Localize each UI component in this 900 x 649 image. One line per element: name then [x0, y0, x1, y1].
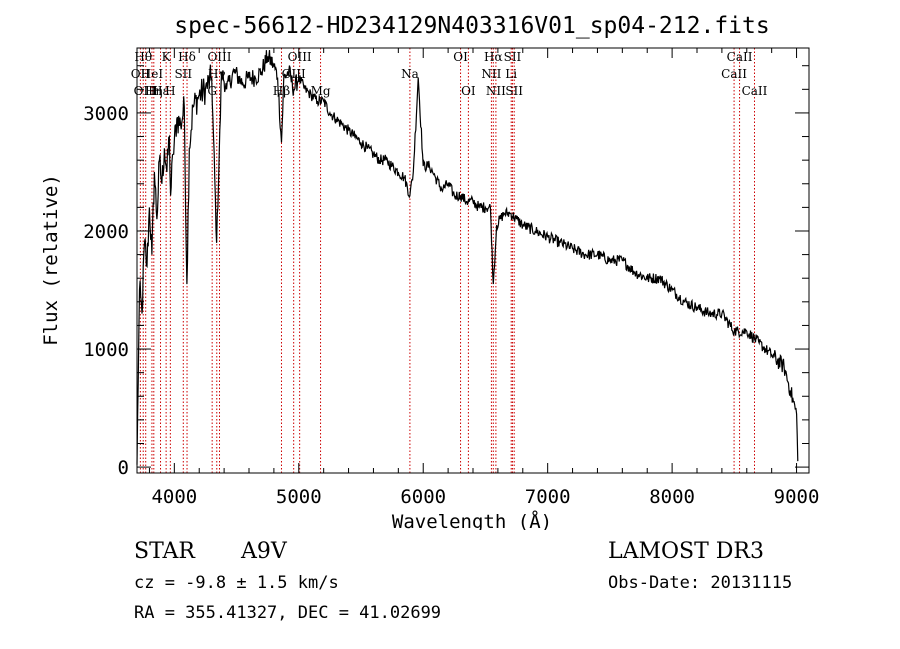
line-marker-label: OII — [131, 67, 151, 81]
x-tick-label: 5000 — [276, 486, 322, 508]
object-type: STAR — [134, 539, 195, 564]
line-marker-label: OI — [461, 84, 476, 98]
spectrum-chart: spec-56612-HD234129N403316V01_sp04-212.f… — [40, 13, 820, 530]
chart-title: spec-56612-HD234129N403316V01_sp04-212.f… — [174, 13, 769, 39]
line-marker-label: Hδ — [178, 50, 196, 64]
y-tick-label: 1000 — [83, 339, 129, 361]
line-marker-label: SII — [174, 67, 192, 81]
line-marker-label: OI — [453, 50, 468, 64]
x-tick-label: 4000 — [151, 486, 197, 508]
spectral-line-labels: OIIHθOIIIHeIHηHεKHSIIHδGHγOIIIHβOIIIOIII… — [131, 50, 768, 98]
x-tick-label: 8000 — [649, 486, 695, 508]
line-marker-label: OIII — [207, 50, 231, 64]
y-tick-label: 0 — [118, 457, 129, 479]
obs-date: Obs-Date: 20131115 — [608, 573, 793, 593]
plot-frame — [136, 47, 810, 474]
line-marker-label: CaII — [727, 50, 753, 64]
line-marker-label: OIII — [288, 50, 312, 64]
line-marker-label: Na — [401, 67, 419, 81]
line-marker-label: CaII — [742, 84, 768, 98]
y-tick-label: 2000 — [83, 221, 129, 243]
line-marker-label: NII — [486, 84, 506, 98]
x-tick-label: 6000 — [400, 486, 446, 508]
y-axis-label: Flux (relative) — [40, 174, 62, 346]
y-tick-label: 3000 — [83, 103, 129, 125]
line-marker-label: H — [165, 84, 175, 98]
line-marker-label: Li — [505, 67, 517, 81]
line-marker-label: OIII — [282, 67, 306, 81]
object-subclass: A9V — [241, 539, 287, 564]
line-marker-label: Hα — [484, 50, 503, 64]
line-marker-label: Hη — [145, 84, 163, 98]
line-marker-label: K — [162, 50, 172, 64]
line-marker-label: SII — [504, 50, 522, 64]
survey-name: LAMOST DR3 — [608, 539, 764, 564]
line-marker-label: Hε — [152, 84, 169, 98]
line-marker-label: OIII — [134, 84, 158, 98]
line-marker-label: CaII — [721, 67, 747, 81]
y-axis-ticks: 0 1000 2000 3000 — [83, 65, 809, 479]
line-marker-label: Hθ — [134, 50, 152, 64]
coordinates: RA = 355.41327, DEC = 41.02699 — [134, 603, 442, 623]
line-marker-label: Hβ — [273, 84, 290, 98]
x-tick-label: 9000 — [774, 486, 820, 508]
redshift-readout: cz = -9.8 ± 1.5 km/s — [134, 573, 339, 593]
flux-series-line — [136, 50, 799, 465]
line-marker-label: SII — [505, 84, 523, 98]
line-marker-label: NII — [481, 67, 501, 81]
x-axis-label: Wavelength (Å) — [392, 510, 552, 530]
line-marker-label: HeI — [141, 67, 164, 81]
x-axis-ticks: 4000 5000 6000 7000 8000 9000 — [148, 48, 820, 508]
spectral-line-markers — [139, 48, 755, 473]
x-tick-label: 7000 — [525, 486, 571, 508]
